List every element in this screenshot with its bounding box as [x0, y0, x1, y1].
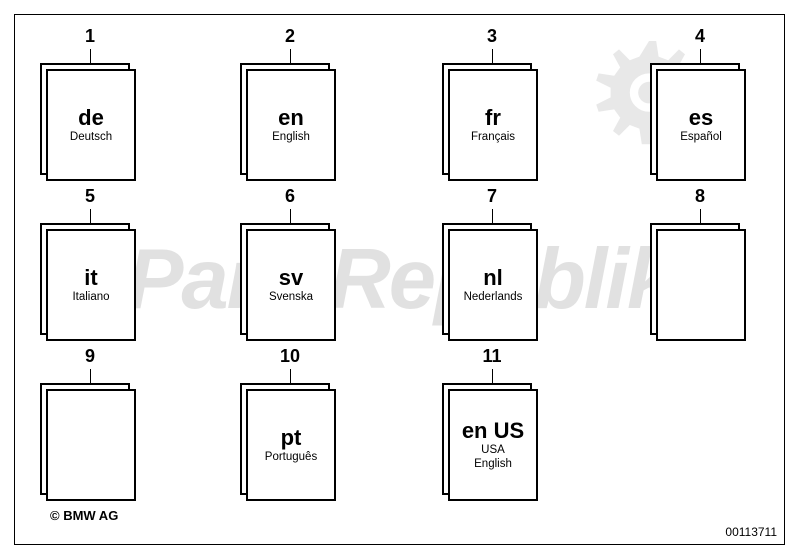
book-icon: sv Svenska [240, 223, 336, 341]
book-front-cover [656, 229, 746, 341]
leader-line [90, 49, 91, 63]
book-front-cover: sv Svenska [246, 229, 336, 341]
language-name: Français [471, 131, 515, 144]
catalog-item-3: 3 fr Français [442, 26, 542, 181]
book-front-cover: pt Português [246, 389, 336, 501]
item-number: 3 [442, 26, 542, 49]
book-icon: en USUSAEnglish [442, 383, 538, 501]
catalog-item-9: 9 [40, 346, 140, 501]
catalog-item-7: 7 nl Nederlands [442, 186, 542, 341]
language-code: nl [483, 266, 503, 289]
language-code: it [84, 266, 97, 289]
leader-line [90, 209, 91, 223]
book-front-cover [46, 389, 136, 501]
language-code: en US [462, 419, 524, 442]
language-name: Nederlands [464, 291, 523, 304]
book-front-cover: de Deutsch [46, 69, 136, 181]
item-number: 4 [650, 26, 750, 49]
items-layer: 1 de Deutsch 2 en English 3 fr Français 4 es Españo… [0, 0, 799, 559]
catalog-item-10: 10 pt Português [240, 346, 340, 501]
language-name: USAEnglish [474, 444, 512, 470]
book-icon: es Español [650, 63, 746, 181]
item-number: 8 [650, 186, 750, 209]
language-name: Deutsch [70, 131, 112, 144]
book-front-cover: nl Nederlands [448, 229, 538, 341]
catalog-item-4: 4 es Español [650, 26, 750, 181]
book-icon: nl Nederlands [442, 223, 538, 341]
language-name: Svenska [269, 291, 313, 304]
book-front-cover: en English [246, 69, 336, 181]
item-number: 2 [240, 26, 340, 49]
item-number: 7 [442, 186, 542, 209]
language-name: Español [680, 131, 722, 144]
catalog-item-1: 1 de Deutsch [40, 26, 140, 181]
leader-line [700, 49, 701, 63]
language-name: Italiano [72, 291, 109, 304]
book-icon [40, 383, 136, 501]
language-name: Português [265, 451, 317, 464]
leader-line [700, 209, 701, 223]
book-front-cover: it Italiano [46, 229, 136, 341]
copyright-text: © BMW AG [50, 508, 118, 523]
language-code: pt [281, 426, 302, 449]
catalog-item-2: 2 en English [240, 26, 340, 181]
book-icon: pt Português [240, 383, 336, 501]
item-number: 6 [240, 186, 340, 209]
item-number: 9 [40, 346, 140, 369]
book-icon: fr Français [442, 63, 538, 181]
catalog-item-6: 6 sv Svenska [240, 186, 340, 341]
catalog-item-11: 11 en USUSAEnglish [442, 346, 542, 501]
leader-line [90, 369, 91, 383]
book-front-cover: en USUSAEnglish [448, 389, 538, 501]
book-icon: it Italiano [40, 223, 136, 341]
book-icon: de Deutsch [40, 63, 136, 181]
document-id: 00113711 [725, 525, 777, 539]
language-name: English [272, 131, 310, 144]
book-front-cover: fr Français [448, 69, 538, 181]
language-code: de [78, 106, 104, 129]
leader-line [492, 49, 493, 63]
catalog-item-5: 5 it Italiano [40, 186, 140, 341]
book-front-cover: es Español [656, 69, 746, 181]
leader-line [492, 369, 493, 383]
item-number: 10 [240, 346, 340, 369]
item-number: 1 [40, 26, 140, 49]
book-icon: en English [240, 63, 336, 181]
language-code: fr [485, 106, 501, 129]
language-code: sv [279, 266, 303, 289]
leader-line [492, 209, 493, 223]
language-code: en [278, 106, 304, 129]
leader-line [290, 209, 291, 223]
language-code: es [689, 106, 713, 129]
item-number: 11 [442, 346, 542, 369]
book-icon [650, 223, 746, 341]
diagram-canvas: PartsRepublik 1deDeutsch2enEnglish3frFra… [0, 0, 799, 559]
item-number: 5 [40, 186, 140, 209]
catalog-item-8: 8 [650, 186, 750, 341]
leader-line [290, 49, 291, 63]
leader-line [290, 369, 291, 383]
